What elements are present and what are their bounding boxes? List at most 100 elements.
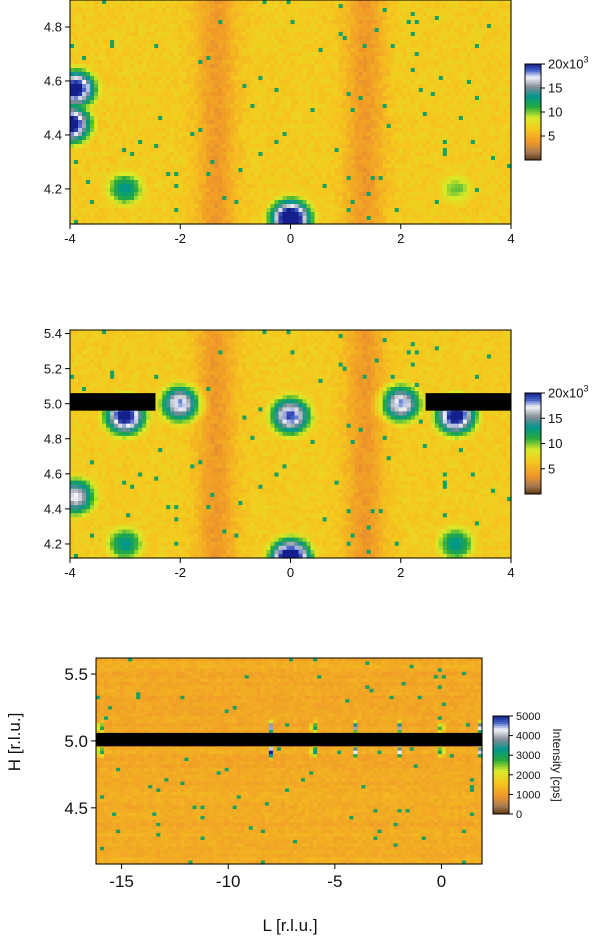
heatmap-cell [126,76,131,81]
heatmap-cell [398,108,404,113]
heatmap-cell [170,60,175,65]
heatmap-cell [126,104,131,109]
heatmap-cell [502,92,508,97]
heatmap-cell [238,12,243,17]
heatmap-cell [462,128,468,133]
heatmap-cell [194,180,199,185]
heatmap-cell [90,92,95,97]
heatmap-cell [262,140,268,145]
heatmap-cell [374,144,380,149]
heatmap-cell [166,128,171,133]
heatmap-cell [242,140,247,145]
heatmap-cell [74,60,79,65]
heatmap-cell [406,16,412,21]
heatmap-cell [302,48,308,53]
heatmap-cell [142,104,147,109]
heatmap-cell [270,172,276,177]
heatmap-cell [138,4,143,9]
heatmap-cell [98,52,103,57]
heatmap-cell [286,36,292,41]
heatmap-cell [442,96,448,101]
heatmap-cell [70,160,75,165]
heatmap-cell [82,16,87,21]
heatmap-cell [494,160,500,165]
heatmap-cell [286,96,292,101]
heatmap-cell [74,144,79,149]
heatmap-cell [302,164,308,169]
heatmap-cell [342,40,348,45]
heatmap-cell [378,92,384,97]
heatmap-cell [382,104,388,109]
heatmap-cell [106,124,111,129]
heatmap-cell [142,40,147,45]
heatmap-cell [86,108,91,113]
heatmap-cell [326,164,332,169]
heatmap-cell [474,144,480,149]
heatmap-cell [498,128,504,133]
heatmap-cell [222,168,227,173]
heatmap-cell [430,32,436,37]
heatmap-cell [134,24,139,29]
heatmap-cell [446,56,452,61]
heatmap-cell [154,20,159,25]
heatmap-cell [186,148,191,153]
heatmap-cell [318,24,324,29]
heatmap-cell [362,28,368,33]
heatmap-cell [274,72,280,77]
heatmap-cell [450,72,456,77]
heatmap-cell [282,56,288,61]
heatmap-cell [426,172,432,177]
heatmap-cell [86,48,91,53]
heatmap-cell [394,84,400,89]
heatmap-cell [254,52,260,57]
heatmap-cell [258,92,264,97]
heatmap-cell [194,132,199,137]
heatmap-cell [214,40,219,45]
heatmap-cell [294,56,300,61]
heatmap-cell [386,152,392,157]
heatmap-cell [458,76,464,81]
heatmap-cell [338,4,344,9]
heatmap-cell [250,56,256,61]
heatmap-cell [394,156,400,161]
heatmap-cell [258,60,264,65]
heatmap-cell [362,76,368,81]
heatmap-cell [486,84,492,89]
heatmap-cell [298,44,304,49]
heatmap-cell [242,32,247,37]
heatmap-cell [234,44,239,49]
heatmap-cell [210,52,215,57]
heatmap-cell [414,36,420,41]
heatmap-cell [266,60,272,65]
heatmap-cell [194,84,199,89]
heatmap-cell [250,60,256,65]
heatmap-cell [322,68,328,73]
heatmap-cell [234,136,239,141]
heatmap-cell [254,92,260,97]
heatmap-cell [454,60,460,65]
heatmap-cell [478,80,484,85]
heatmap-cell [154,28,159,33]
heatmap-cell [102,88,107,93]
heatmap-cell [170,64,175,69]
heatmap-cell [354,140,360,145]
heatmap-cell [178,60,183,65]
heatmap-cell [266,28,272,33]
heatmap-cell [314,16,320,21]
heatmap-cell [466,0,472,5]
heatmap-cell [410,4,416,9]
heatmap-cell [74,124,79,129]
heatmap-cell [422,136,428,141]
heatmap-cell [210,40,215,45]
heatmap-cell [402,12,408,17]
heatmap-cell [238,84,243,89]
heatmap-cell [226,88,231,93]
heatmap-cell [478,44,484,49]
heatmap-cell [90,116,95,121]
heatmap-cell [150,168,155,173]
heatmap-cell [506,108,512,113]
heatmap-cell [446,136,452,141]
heatmap-cell [350,24,356,29]
heatmap-cell [470,64,476,69]
heatmap-cell [74,120,79,125]
